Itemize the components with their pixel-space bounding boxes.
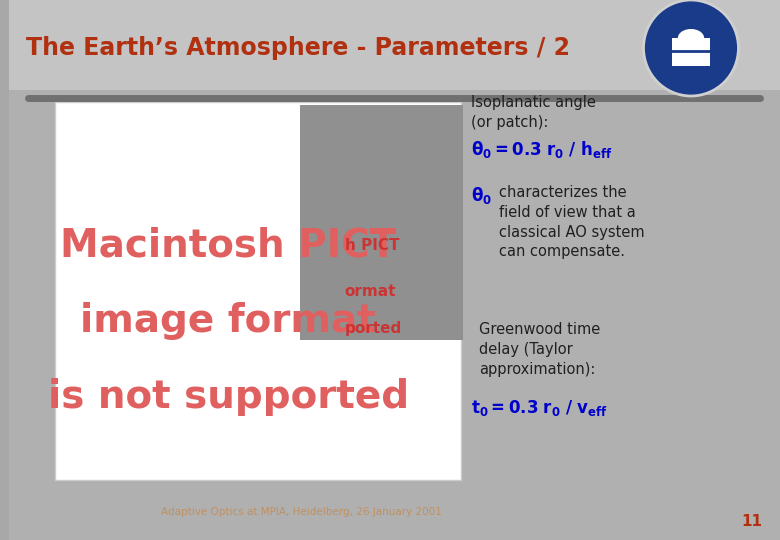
Text: Adaptive Optics at MPIA, Heidelberg, 26 January 2001: Adaptive Optics at MPIA, Heidelberg, 26 … [161,507,442,517]
Text: $\mathbf{\theta_0}$: $\mathbf{\theta_0}$ [471,185,492,206]
Text: ormat: ormat [345,284,396,299]
Text: Greenwood time
delay (Taylor
approximation):: Greenwood time delay (Taylor approximati… [480,322,601,376]
FancyBboxPatch shape [9,0,780,90]
Ellipse shape [678,29,704,47]
Text: h PICT: h PICT [345,238,399,253]
Circle shape [644,0,739,96]
FancyBboxPatch shape [300,105,463,340]
FancyBboxPatch shape [672,38,710,66]
Text: image format: image format [80,302,376,340]
FancyBboxPatch shape [9,0,780,540]
FancyBboxPatch shape [55,102,460,480]
Text: is not supported: is not supported [48,378,409,416]
Text: The Earth’s Atmosphere - Parameters / 2: The Earth’s Atmosphere - Parameters / 2 [27,36,570,60]
Text: ported: ported [345,321,402,336]
Text: 11: 11 [742,515,763,530]
Text: $\mathbf{t_0 = 0.3\ r_0\ /\ v_{eff}}$: $\mathbf{t_0 = 0.3\ r_0\ /\ v_{eff}}$ [471,398,608,418]
Text: Isoplanatic angle
(or patch):: Isoplanatic angle (or patch): [471,95,596,130]
Text: characterizes the
field of view that a
classical AO system
can compensate.: characterizes the field of view that a c… [499,185,645,259]
Text: Macintosh PICT: Macintosh PICT [60,227,396,265]
Text: $\mathbf{\theta_0 = 0.3\ r_0\ /\ h_{eff}}$: $\mathbf{\theta_0 = 0.3\ r_0\ /\ h_{eff}… [471,139,613,160]
